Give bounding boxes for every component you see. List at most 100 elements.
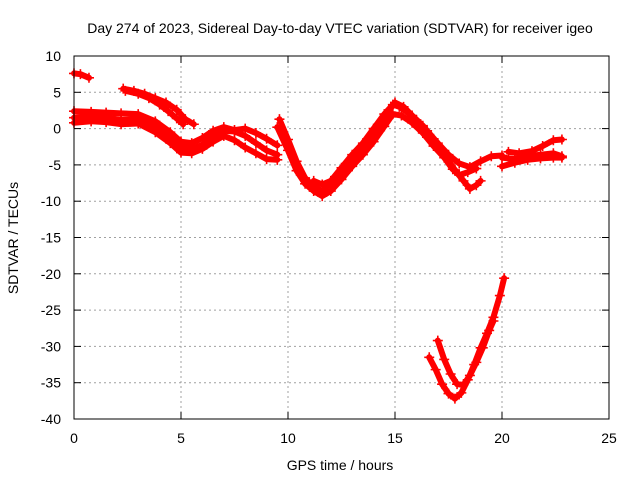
data-point bbox=[548, 135, 559, 146]
tick-layer: 0 5 10 15 20 25 10 5 0 -5 -10 -15 -20 -25 -30 -35 -40 bbox=[41, 48, 617, 446]
data-point bbox=[398, 101, 409, 112]
data-point bbox=[357, 138, 368, 149]
data-point bbox=[407, 110, 418, 121]
x-tick-label: 0 bbox=[70, 430, 78, 446]
y-tick-label: -15 bbox=[41, 230, 61, 246]
data-point bbox=[497, 161, 507, 172]
data-point bbox=[456, 387, 467, 398]
data-point bbox=[475, 175, 486, 186]
data-point bbox=[317, 179, 328, 190]
y-tick-label: 5 bbox=[53, 84, 61, 100]
data-point bbox=[336, 162, 347, 173]
data-point bbox=[428, 133, 439, 144]
data-point bbox=[240, 142, 251, 153]
data-point bbox=[424, 352, 435, 363]
data-point bbox=[471, 180, 482, 191]
data-point bbox=[449, 164, 460, 175]
data-point bbox=[537, 141, 548, 152]
chart-title: Day 274 of 2023, Sidereal Day-to-day VTE… bbox=[87, 20, 593, 36]
data-point bbox=[272, 140, 283, 151]
data-point bbox=[171, 113, 182, 124]
data-point bbox=[390, 97, 400, 108]
y-axis-label: SDTVAR / TECUs bbox=[5, 182, 21, 294]
y-tick-label: -5 bbox=[49, 157, 62, 173]
series-layer bbox=[69, 68, 567, 404]
data-point bbox=[133, 88, 144, 99]
data-point bbox=[150, 127, 161, 138]
data-point bbox=[357, 149, 368, 160]
data-point bbox=[499, 273, 510, 284]
x-tick-label: 20 bbox=[494, 430, 510, 446]
x-tick-label: 5 bbox=[177, 430, 185, 446]
data-point bbox=[120, 85, 131, 96]
data-point bbox=[471, 163, 482, 174]
data-point bbox=[261, 154, 272, 165]
data-point bbox=[396, 110, 407, 121]
data-point bbox=[475, 156, 486, 167]
data-point bbox=[368, 123, 379, 134]
x-tick-label: 15 bbox=[387, 430, 403, 446]
y-tick-label: -35 bbox=[41, 375, 61, 391]
series-line bbox=[434, 318, 497, 388]
data-point bbox=[347, 161, 358, 172]
data-point bbox=[178, 119, 189, 130]
data-point bbox=[548, 152, 559, 163]
data-point bbox=[274, 114, 285, 125]
data-point bbox=[514, 148, 525, 159]
data-point bbox=[535, 153, 546, 164]
data-point bbox=[437, 379, 448, 390]
data-point bbox=[454, 158, 465, 169]
data-point bbox=[430, 364, 441, 375]
grid-layer bbox=[74, 56, 609, 419]
data-point bbox=[488, 315, 499, 326]
data-point bbox=[439, 354, 450, 365]
data-point bbox=[250, 148, 261, 159]
data-point bbox=[325, 175, 336, 186]
data-point bbox=[503, 146, 514, 157]
data-point bbox=[272, 154, 283, 165]
data-point bbox=[300, 178, 311, 189]
data-point bbox=[154, 99, 165, 110]
series-track-14 bbox=[432, 315, 499, 390]
y-tick-label: 0 bbox=[53, 121, 61, 137]
y-tick-label: -20 bbox=[41, 266, 61, 282]
data-point bbox=[497, 152, 507, 163]
data-point bbox=[379, 121, 390, 132]
data-point bbox=[464, 183, 475, 194]
x-axis-label: GPS time / hours bbox=[287, 457, 394, 473]
data-point bbox=[283, 145, 293, 156]
data-point bbox=[484, 325, 495, 336]
data-point bbox=[439, 149, 450, 160]
data-point bbox=[317, 191, 328, 202]
data-point bbox=[143, 93, 154, 104]
data-point bbox=[432, 335, 443, 346]
data-point bbox=[417, 120, 428, 131]
data-point bbox=[458, 379, 469, 390]
data-point bbox=[229, 135, 240, 146]
y-tick-label: -40 bbox=[41, 411, 61, 427]
data-point bbox=[336, 174, 347, 185]
y-tick-label: -30 bbox=[41, 338, 61, 354]
data-point bbox=[250, 138, 261, 149]
data-point bbox=[556, 152, 567, 163]
data-point bbox=[186, 148, 197, 159]
x-tick-label: 25 bbox=[601, 430, 617, 446]
data-point bbox=[462, 167, 473, 178]
x-tick-label: 10 bbox=[280, 430, 296, 446]
data-point bbox=[133, 118, 144, 129]
data-point bbox=[218, 130, 229, 141]
data-point bbox=[387, 109, 398, 120]
data-point bbox=[443, 388, 454, 399]
y-tick-label: -25 bbox=[41, 302, 61, 318]
data-point bbox=[75, 69, 86, 80]
y-tick-label: 10 bbox=[45, 48, 61, 64]
y-tick-label: -10 bbox=[41, 193, 61, 209]
data-point bbox=[86, 116, 97, 127]
data-point bbox=[208, 136, 219, 147]
data-point bbox=[261, 133, 272, 144]
data-point bbox=[308, 186, 319, 197]
data-point bbox=[165, 138, 176, 149]
data-point bbox=[308, 175, 319, 186]
